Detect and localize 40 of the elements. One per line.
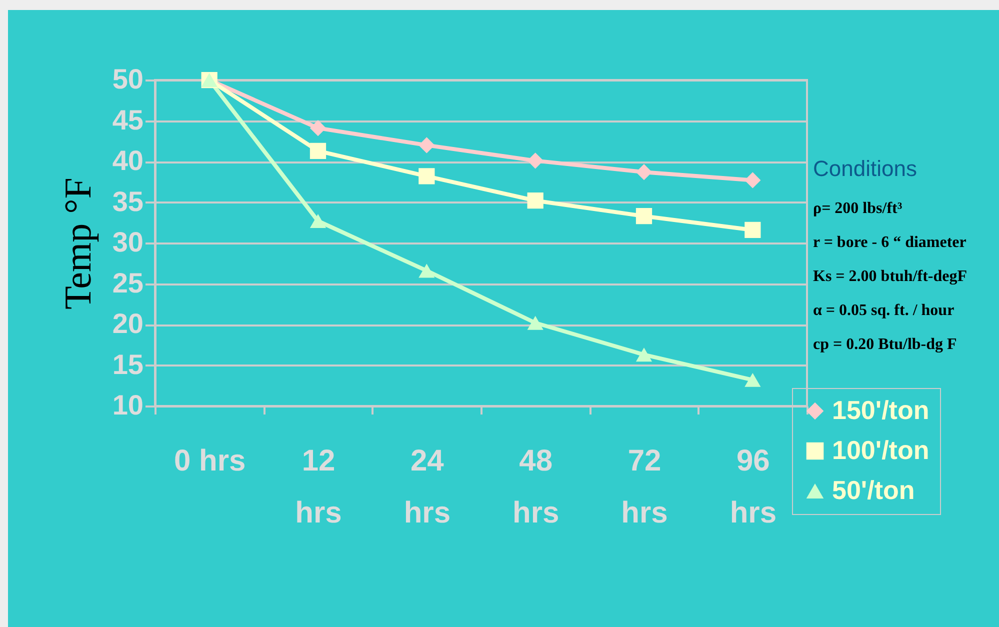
y-tick-label: 40 (112, 145, 144, 176)
point (527, 152, 544, 169)
text: r = bore - 6 “ diameter (813, 233, 968, 253)
y-tick-label: 10 (112, 390, 144, 420)
point (418, 137, 435, 154)
x-tick-label: 96 hrs (730, 444, 777, 530)
legend-label: 150'/ton (832, 395, 930, 425)
y-tick-label: 35 (112, 186, 144, 217)
y-tick-label: 30 (112, 226, 144, 258)
text: cp = 0.20 Btu/lb-dg F (813, 335, 958, 355)
text: Ks = 2.00 btuh/ft-degF (813, 267, 968, 287)
y-tick-label: 15 (112, 348, 144, 380)
point (636, 208, 652, 224)
point (310, 142, 326, 159)
point (527, 192, 544, 209)
point (310, 214, 326, 228)
point (310, 120, 326, 136)
x-tick-label: 0 hrs (174, 444, 246, 478)
point (636, 348, 652, 362)
y-tick-label: 25 (112, 267, 144, 298)
text: α = 0.05 sq. ft. / hour (813, 301, 956, 321)
point (744, 172, 761, 188)
legend-label: 50'/ton (832, 475, 915, 505)
legend-label: 100'/ton (832, 435, 930, 465)
text: ρ= 200 lbs/ft³ (813, 199, 904, 219)
point (744, 372, 761, 387)
y-axis-title: Temp °F (57, 178, 100, 310)
x-tick-label: 48 hrs (512, 444, 560, 530)
point (418, 168, 435, 184)
point (527, 316, 544, 330)
y-tick-label: 45 (112, 104, 144, 136)
x-tick-label: 24 hrs (404, 444, 451, 530)
point (744, 222, 761, 238)
point (636, 164, 652, 180)
text: Conditions (813, 155, 918, 183)
point (418, 264, 435, 278)
x-tick-label: 72 hrs (621, 444, 668, 530)
y-tick-label: 50 (112, 64, 144, 94)
y-tick-label: 20 (112, 308, 144, 339)
x-tick-label: 12 hrs (295, 444, 342, 530)
